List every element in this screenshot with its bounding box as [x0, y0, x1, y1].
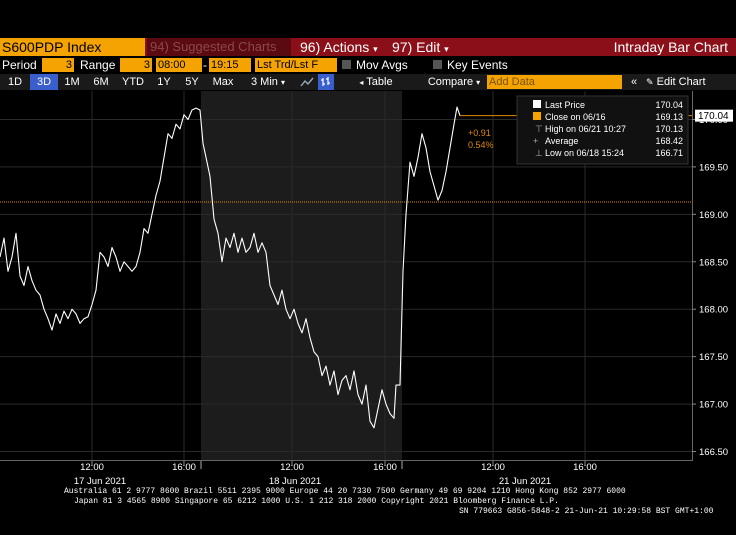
legend-low-label: Low on 06/18 15:24	[545, 148, 624, 158]
session-shading	[201, 91, 402, 461]
price-series-line	[0, 106, 461, 429]
interval-label: 3 Min	[251, 76, 278, 88]
add-data-input[interactable]: Add Data	[487, 75, 622, 89]
range-tab-max[interactable]: Max	[212, 76, 234, 88]
legend-box	[516, 95, 689, 165]
collapse-icon[interactable]: «	[630, 76, 638, 88]
day-labels: 17 Jun 2021 18 Jun 2021 21 Jun 2021	[74, 476, 551, 487]
x-tick-label: 16:00	[373, 462, 397, 473]
mov-avgs-checkbox[interactable]	[342, 60, 351, 69]
range-tab-1y[interactable]: 1Y	[157, 76, 171, 88]
compare-button[interactable]: Compare ▾	[424, 74, 484, 90]
pencil-icon: ✎	[646, 77, 654, 87]
legend-avg-value: 168.42	[655, 136, 683, 146]
pricing-mode-select[interactable]: Lst Trd/Lst F	[255, 58, 337, 72]
change-pct: 0.54%	[468, 140, 494, 150]
period-label: Period	[2, 58, 37, 72]
range-label: Range	[80, 58, 116, 72]
day-label: 21 Jun 2021	[499, 476, 551, 487]
time-to-input[interactable]: 19:15	[209, 58, 251, 72]
low-icon: ⊥	[535, 148, 543, 158]
bar-chart-icon[interactable]	[318, 74, 334, 90]
interval-select[interactable]: 3 Min ▾	[242, 74, 294, 90]
page-title: Intraday Bar Chart	[613, 39, 728, 55]
chevron-down-icon: ▾	[476, 78, 481, 87]
legend-low-value: 166.71	[655, 148, 683, 158]
legend-last-value: 170.04	[655, 100, 683, 110]
gridlines	[0, 91, 692, 461]
actions-label: 96) Actions	[300, 39, 370, 55]
y-tick-label: 168.00	[699, 305, 728, 316]
time-separator: -	[203, 58, 207, 72]
suggested-charts-button[interactable]: 94) Suggested Charts	[147, 38, 291, 56]
time-from-input[interactable]: 08:00	[156, 58, 202, 72]
compare-label: Compare	[427, 76, 474, 88]
table-button[interactable]: ◂ Table	[352, 74, 400, 90]
range-input[interactable]: 3	[120, 58, 152, 72]
mov-avgs-label: Mov Avgs	[356, 58, 408, 72]
edit-label: 97) Edit	[392, 39, 441, 55]
chevron-down-icon: ▾	[444, 44, 449, 54]
last-price-box	[695, 109, 733, 122]
legend-close-value: 169.13	[655, 112, 683, 122]
close-swatch	[533, 112, 541, 120]
title-bar: S600PDP Index 94) Suggested Charts 96) A…	[0, 38, 736, 56]
actions-menu[interactable]: 96) Actions ▾	[296, 38, 384, 56]
price-chart[interactable]: 170.00169.50169.00168.50168.00167.50167.…	[0, 91, 736, 530]
x-tick-label: 12:00	[80, 462, 104, 473]
ticker-field[interactable]: S600PDP Index	[0, 38, 145, 56]
y-tick-label: 167.50	[699, 352, 728, 363]
y-tick-label: 166.50	[699, 447, 728, 458]
y-tick-label: 169.50	[699, 162, 728, 173]
x-tick-label: 16:00	[172, 462, 196, 473]
price-chart-svg: 170.00169.50169.00168.50168.00167.50167.…	[0, 91, 736, 530]
period-input[interactable]: 3	[42, 58, 74, 72]
footer-serial: SN 779663 G856-5848-2 21-Jun-21 10:29:58…	[459, 507, 714, 516]
last-price-swatch	[533, 100, 541, 108]
legend[interactable]: Last Price 170.04 Close on 06/16 169.13 …	[516, 95, 689, 165]
y-tick-label: 167.00	[699, 400, 728, 411]
change-abs: +0.91	[468, 128, 491, 138]
settings-bar: Period 3 Range 3 08:00 - 19:15 Lst Trd/L…	[0, 57, 736, 73]
chevron-down-icon: ▾	[373, 44, 378, 54]
edit-menu[interactable]: 97) Edit ▾	[388, 38, 458, 56]
range-toolbar: 1D 3D 1M 6M YTD 1Y 5Y Max 3 Min ▾ ◂ Tabl…	[0, 74, 736, 90]
range-tab-5y[interactable]: 5Y	[185, 76, 199, 88]
range-tab-6m[interactable]: 6M	[93, 76, 109, 88]
range-tab-ytd[interactable]: YTD	[122, 76, 144, 88]
y-tick-label: 168.50	[699, 257, 728, 268]
day-label: 18 Jun 2021	[269, 476, 321, 487]
edit-chart-label: Edit Chart	[656, 76, 706, 88]
footer: Australia 61 2 9777 8600 Brazil 5511 239…	[0, 487, 736, 530]
footer-contacts-2: Japan 81 3 4565 8900 Singapore 65 6212 1…	[74, 497, 559, 506]
edit-chart-button[interactable]: ✎ Edit Chart	[646, 74, 736, 90]
y-tick-label: 169.00	[699, 210, 728, 221]
table-icon: ◂	[359, 78, 364, 87]
legend-avg-label: Average	[545, 136, 578, 146]
footer-contacts-1: Australia 61 2 9777 8600 Brazil 5511 239…	[64, 487, 626, 496]
legend-close-label: Close on 06/16	[545, 112, 606, 122]
last-price-tag: 170.04	[698, 111, 729, 122]
high-icon: ⊤	[535, 124, 543, 134]
legend-high-value: 170.13	[655, 124, 683, 134]
average-icon: +	[533, 136, 538, 146]
line-chart-icon[interactable]	[298, 74, 316, 90]
last-price-marker: 170.04	[695, 109, 733, 122]
range-tab-3d[interactable]: 3D	[30, 74, 58, 90]
legend-last-label: Last Price	[545, 100, 585, 110]
range-tab-1m[interactable]: 1M	[64, 76, 80, 88]
range-tab-1d[interactable]: 1D	[7, 76, 23, 88]
day-label: 17 Jun 2021	[74, 476, 126, 487]
chevron-down-icon: ▾	[280, 78, 285, 87]
key-events-label: Key Events	[447, 58, 508, 72]
x-tick-label: 12:00	[280, 462, 304, 473]
x-axis: 12:00 16:00 12:00 16:00 12:00 16:00	[80, 461, 597, 473]
x-tick-label: 16:00	[573, 462, 597, 473]
key-events-checkbox[interactable]	[433, 60, 442, 69]
legend-high-label: High on 06/21 10:27	[545, 124, 626, 134]
table-label: Table	[366, 76, 393, 88]
x-tick-label: 12:00	[481, 462, 505, 473]
